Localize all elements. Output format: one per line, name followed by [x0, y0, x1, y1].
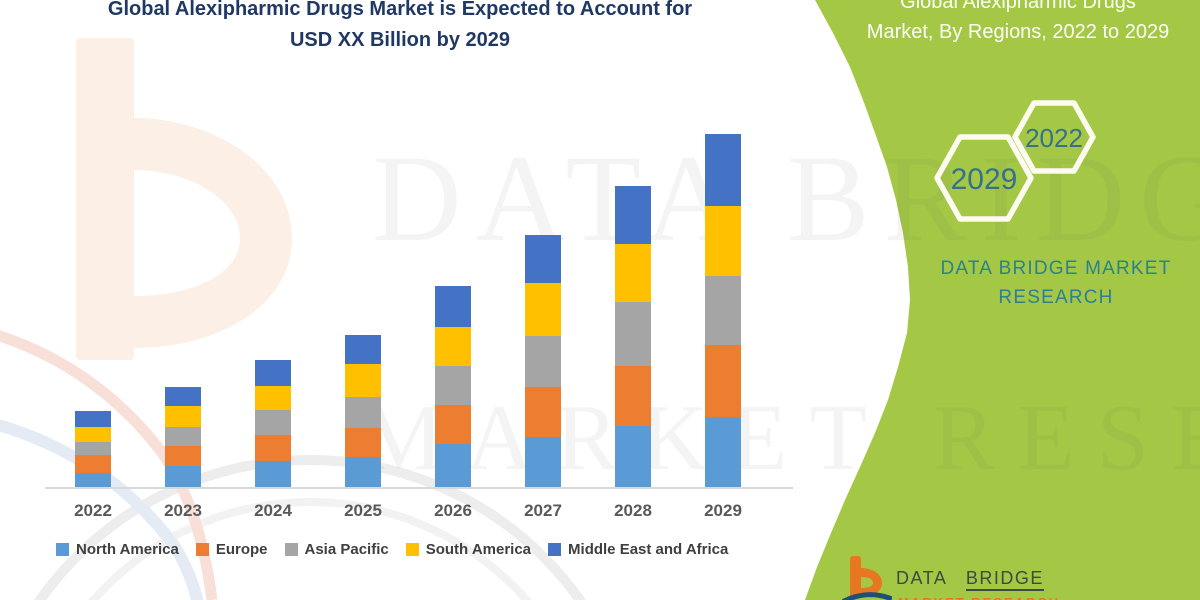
side-panel-brand-line2: RESEARCH: [998, 287, 1114, 308]
hexagon-2029-year: 2029: [951, 163, 1018, 196]
bar-segment-2028-asia-pacific: [615, 302, 651, 366]
bar-segment-2029-middle-east-and-africa: [705, 134, 741, 206]
bar-segment-2027-europe: [525, 387, 561, 437]
side-panel-brand: DATA BRIDGE MARKET RESEARCH: [928, 254, 1184, 312]
hexagon-2022: [1012, 100, 1096, 174]
bar-segment-2029-europe: [705, 345, 741, 417]
bar-segment-2026-asia-pacific: [435, 366, 471, 405]
footer-logo-text: DATA BRIDGE: [896, 568, 1044, 591]
footer-logo-b-icon: [842, 556, 892, 600]
bar-segment-2026-south-america: [435, 327, 471, 366]
side-panel-title-line2: Market, By Regions, 2022 to 2029: [866, 21, 1170, 43]
bar-segment-2029-south-america: [705, 206, 741, 276]
chart-title-line2: USD XX Billion by 2029: [289, 29, 511, 51]
bar-segment-2029-north-america: [705, 417, 741, 487]
bar-segment-2025-south-america: [345, 364, 381, 397]
bar-segment-2025-middle-east-and-africa: [345, 335, 381, 364]
side-panel-title-line1: Global Alexipharmic Drugs: [900, 0, 1136, 13]
bar-segment-2028-middle-east-and-africa: [615, 186, 651, 244]
side-panel-title: Global Alexipharmic Drugs Market, By Reg…: [832, 0, 1200, 47]
chart-title: Global Alexipharmic Drugs Market is Expe…: [10, 0, 790, 56]
bar-segment-2024-middle-east-and-africa: [255, 360, 291, 386]
bar-segment-2028-south-america: [615, 244, 651, 302]
bar-segment-2025-asia-pacific: [345, 397, 381, 428]
legend-label: Middle East and Africa: [568, 541, 729, 558]
bar-segment-2028-north-america: [615, 426, 651, 487]
x-axis-label-2028: 2028: [614, 501, 652, 520]
bar-segment-2024-asia-pacific: [255, 410, 291, 435]
footer-logo-word1: DATA: [896, 568, 947, 588]
watermark-text-line1: DATA BRIDGE: [372, 130, 1200, 267]
x-axis-label-2029: 2029: [704, 501, 742, 520]
bar-segment-2026-europe: [435, 405, 471, 444]
bar-segment-2029-asia-pacific: [705, 276, 741, 345]
bar-segment-2025-europe: [345, 428, 381, 457]
bar-segment-2026-middle-east-and-africa: [435, 286, 471, 327]
footer-logo-word2: BRIDGE: [965, 568, 1044, 591]
hexagon-2029: [934, 134, 1034, 222]
footer-logo: DATA BRIDGE MARKET RESEARCH: [836, 552, 1096, 600]
chart-title-line1: Global Alexipharmic Drugs Market is Expe…: [107, 0, 693, 20]
bar-segment-2028-europe: [615, 366, 651, 426]
bar-segment-2024-south-america: [255, 386, 291, 410]
side-panel-brand-line1: DATA BRIDGE MARKET: [940, 258, 1172, 279]
bar-segment-2027-asia-pacific: [525, 336, 561, 387]
bar-segment-2027-south-america: [525, 283, 561, 336]
footer-logo-subtext: MARKET RESEARCH: [898, 595, 1060, 600]
bar-segment-2027-middle-east-and-africa: [525, 235, 561, 283]
hexagon-2022-year: 2022: [1025, 123, 1083, 153]
